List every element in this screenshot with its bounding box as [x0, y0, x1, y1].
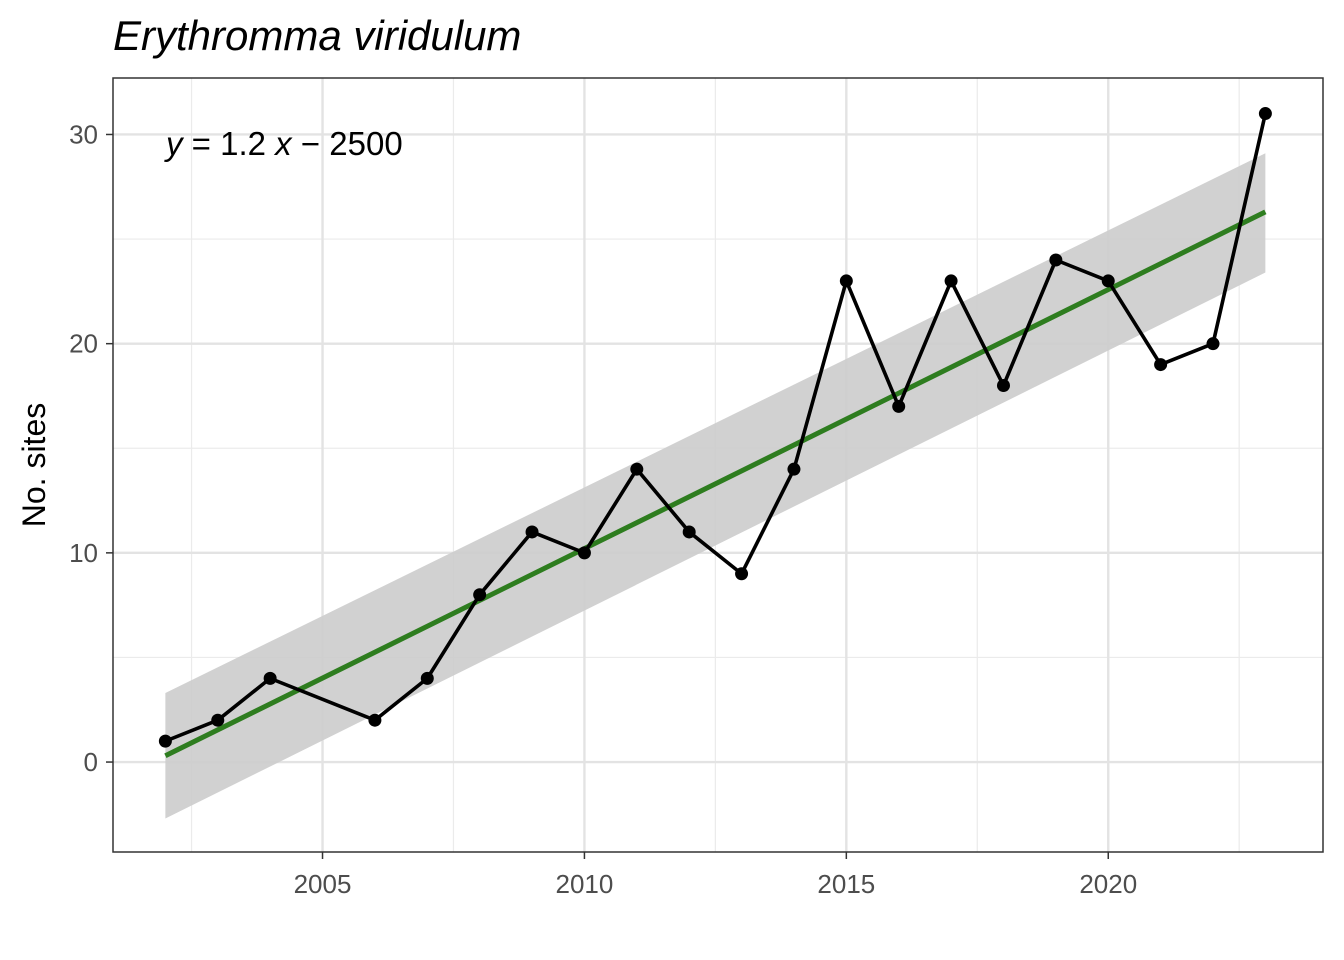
trend-line-layer — [164, 209, 1267, 759]
x-axis: 2005 2010 2015 2020 — [294, 852, 1137, 899]
regression-equation: y = 1.2 x − 2500 — [164, 125, 403, 162]
x-tick-label: 2010 — [556, 869, 614, 899]
x-tick-label: 2015 — [817, 869, 875, 899]
x-tick-label: 2005 — [294, 869, 352, 899]
data-point — [892, 399, 906, 413]
equation-slope: = 1.2 — [183, 125, 276, 162]
equation-y-variable: y — [164, 125, 185, 162]
data-point — [630, 462, 644, 476]
x-tick-label: 2020 — [1079, 869, 1137, 899]
data-point — [1049, 253, 1063, 267]
data-point — [787, 462, 801, 476]
data-series — [158, 107, 1272, 748]
data-point — [473, 588, 487, 602]
data-point — [525, 525, 539, 539]
data-point — [839, 274, 853, 288]
data-point — [211, 713, 225, 727]
y-tick-label: 30 — [69, 119, 98, 149]
data-point — [420, 671, 434, 685]
y-axis-title: No. sites — [16, 403, 52, 527]
data-point — [1258, 107, 1272, 121]
data-point — [1206, 337, 1220, 351]
y-axis: 0 10 20 30 — [69, 119, 113, 777]
equation-x-variable: x — [273, 125, 293, 162]
chart-title: Erythromma viridulum — [113, 12, 521, 59]
y-tick-label: 0 — [84, 747, 98, 777]
data-point — [158, 734, 172, 748]
data-point — [1154, 358, 1168, 372]
data-point — [682, 525, 696, 539]
y-tick-label: 20 — [69, 329, 98, 359]
data-point — [368, 713, 382, 727]
data-point — [1101, 274, 1115, 288]
equation-intercept: − 2500 — [292, 125, 403, 162]
data-point — [263, 671, 277, 685]
trend-line — [164, 209, 1267, 759]
y-tick-label: 10 — [69, 538, 98, 568]
data-point — [735, 567, 749, 581]
data-point — [577, 546, 591, 560]
data-point — [944, 274, 958, 288]
data-point — [996, 379, 1010, 393]
plot-panel-border — [112, 77, 1324, 853]
